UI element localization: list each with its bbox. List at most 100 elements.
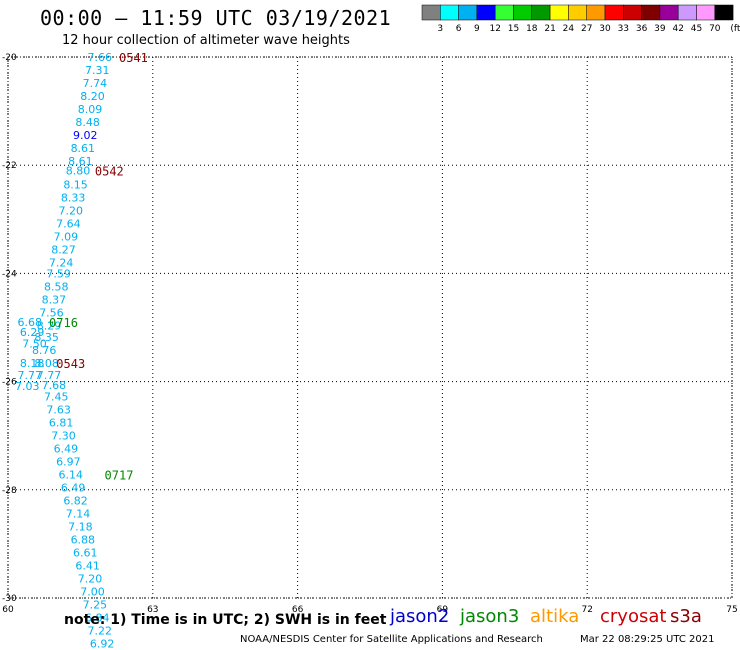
wave-height-label: 7.09 bbox=[54, 231, 79, 244]
wave-height-label: 8.58 bbox=[44, 280, 69, 293]
legend-label: 70 bbox=[709, 24, 721, 34]
wave-height-label: 7.77 bbox=[17, 369, 42, 382]
legend-swatch bbox=[623, 4, 642, 21]
legend-swatch bbox=[513, 4, 533, 21]
legend-label: 39 bbox=[654, 24, 666, 34]
wave-height-label: 6.29 bbox=[20, 326, 45, 339]
legend-label: 45 bbox=[691, 24, 702, 34]
legend-swatch bbox=[549, 4, 569, 21]
wave-height-label: 7.68 bbox=[42, 379, 67, 392]
wave-height-label: 6.92 bbox=[90, 637, 115, 650]
wave-height-label: 7.14 bbox=[66, 508, 91, 521]
pass-time-label: 0542 bbox=[95, 165, 124, 179]
wave-height-label: 6.61 bbox=[73, 547, 98, 560]
wave-height-label: 7.59 bbox=[46, 267, 71, 280]
wave-height-label: 7.31 bbox=[85, 64, 110, 77]
wave-height-label: 9.02 bbox=[73, 129, 98, 142]
satellite-label: altika bbox=[530, 606, 580, 627]
wave-height-label: 8.33 bbox=[61, 192, 86, 205]
x-tick-label: 63 bbox=[147, 605, 158, 615]
wave-height-label: 6.97 bbox=[56, 456, 81, 469]
legend-label: 3 bbox=[437, 24, 443, 34]
wave-height-label: 7.77 bbox=[37, 369, 62, 382]
wave-height-label: 6.81 bbox=[49, 417, 74, 430]
wave-height-label: 7.63 bbox=[46, 404, 71, 417]
timestamp-text: Mar 22 08:29:25 UTC 2021 bbox=[580, 634, 715, 645]
chart-title: 00:00 — 11:59 UTC 03/19/2021 bbox=[40, 6, 392, 30]
legend-label: 33 bbox=[618, 24, 629, 34]
wave-height-label: 7.66 bbox=[87, 51, 112, 64]
wave-height-label: 6.41 bbox=[75, 560, 100, 573]
legend-label: 42 bbox=[672, 24, 683, 34]
x-tick-label: 75 bbox=[726, 605, 737, 615]
satellite-label: s3a bbox=[670, 606, 702, 627]
y-tick-label: -28 bbox=[2, 486, 17, 496]
legend-label: 15 bbox=[508, 24, 519, 34]
wave-height-label: 8.18 bbox=[20, 357, 45, 370]
legend-swatch bbox=[476, 4, 496, 21]
legend-label: 9 bbox=[474, 24, 480, 34]
wave-height-label: 7.25 bbox=[83, 598, 108, 611]
legend-swatch bbox=[677, 4, 697, 21]
wave-height-label: 7.00 bbox=[80, 586, 105, 599]
legend-swatch bbox=[458, 4, 478, 21]
legend-label: (ft) bbox=[730, 24, 740, 34]
legend-label: 6 bbox=[456, 24, 462, 34]
legend-label: 24 bbox=[563, 24, 575, 34]
legend-swatch bbox=[659, 4, 679, 21]
y-tick-label: -30 bbox=[2, 594, 17, 604]
wave-height-label: 8.35 bbox=[34, 331, 59, 344]
wave-height-label: 7.56 bbox=[39, 306, 64, 319]
wave-height-label: 6.68 bbox=[17, 316, 42, 329]
legend-swatch bbox=[696, 4, 716, 21]
legend-label: 36 bbox=[636, 24, 648, 34]
wave-height-label: 8.80 bbox=[66, 165, 91, 178]
wave-height-label: 7.18 bbox=[68, 521, 93, 534]
x-tick-label: 66 bbox=[292, 605, 304, 615]
wave-height-label: 7.64 bbox=[56, 218, 81, 231]
wave-height-label: 7.03 bbox=[15, 380, 40, 393]
wave-height-label: 6.82 bbox=[63, 495, 88, 508]
wave-height-label: 7.50 bbox=[22, 338, 47, 351]
legend-swatch bbox=[641, 4, 661, 21]
wave-height-label: 7.22 bbox=[87, 624, 112, 637]
wave-height-label: 7.24 bbox=[49, 257, 74, 270]
wave-height-label: 6.49 bbox=[54, 443, 79, 456]
wave-height-label: 6.88 bbox=[71, 534, 96, 547]
pass-time-label: 0717 bbox=[105, 469, 134, 483]
legend-swatch bbox=[714, 4, 734, 21]
wave-height-label: 7.20 bbox=[78, 573, 103, 586]
legend-swatch bbox=[531, 4, 551, 21]
y-tick-label: -26 bbox=[2, 378, 17, 388]
wave-height-label: 7.74 bbox=[83, 77, 108, 90]
plot-frame bbox=[7, 56, 733, 599]
legend-swatch bbox=[421, 4, 441, 21]
pass-time-label: 0541 bbox=[119, 51, 148, 65]
wave-height-label: 8.76 bbox=[32, 344, 57, 357]
pass-time-label: 0543 bbox=[56, 357, 85, 371]
wave-height-label: 8.20 bbox=[80, 90, 105, 103]
legend-label: 18 bbox=[526, 24, 538, 34]
pass-time-label: 0716 bbox=[49, 316, 78, 330]
x-tick-label: 60 bbox=[2, 605, 14, 615]
wave-height-label: 7.45 bbox=[44, 391, 69, 404]
legend-swatch bbox=[586, 4, 606, 21]
wave-height-label: 8.61 bbox=[68, 155, 93, 168]
legend-swatch bbox=[494, 4, 514, 21]
wave-height-label: 8.61 bbox=[71, 142, 96, 155]
legend-swatch bbox=[604, 4, 624, 21]
wave-height-label: 8.15 bbox=[63, 179, 88, 192]
y-tick-label: -22 bbox=[2, 161, 17, 171]
x-tick-label: 69 bbox=[437, 605, 449, 615]
legend-label: 27 bbox=[581, 24, 592, 34]
legend-label: 21 bbox=[544, 24, 555, 34]
satellite-label: jason2 bbox=[390, 606, 450, 627]
y-tick-label: -20 bbox=[2, 53, 17, 63]
chart-subtitle: 12 hour collection of altimeter wave hei… bbox=[62, 33, 350, 48]
wave-height-label: 8.37 bbox=[42, 293, 67, 306]
legend-label: 12 bbox=[489, 24, 500, 34]
wave-height-label: 8.48 bbox=[75, 116, 100, 129]
wave-height-label: 6.49 bbox=[61, 482, 86, 495]
satellite-label: jason3 bbox=[460, 606, 520, 627]
